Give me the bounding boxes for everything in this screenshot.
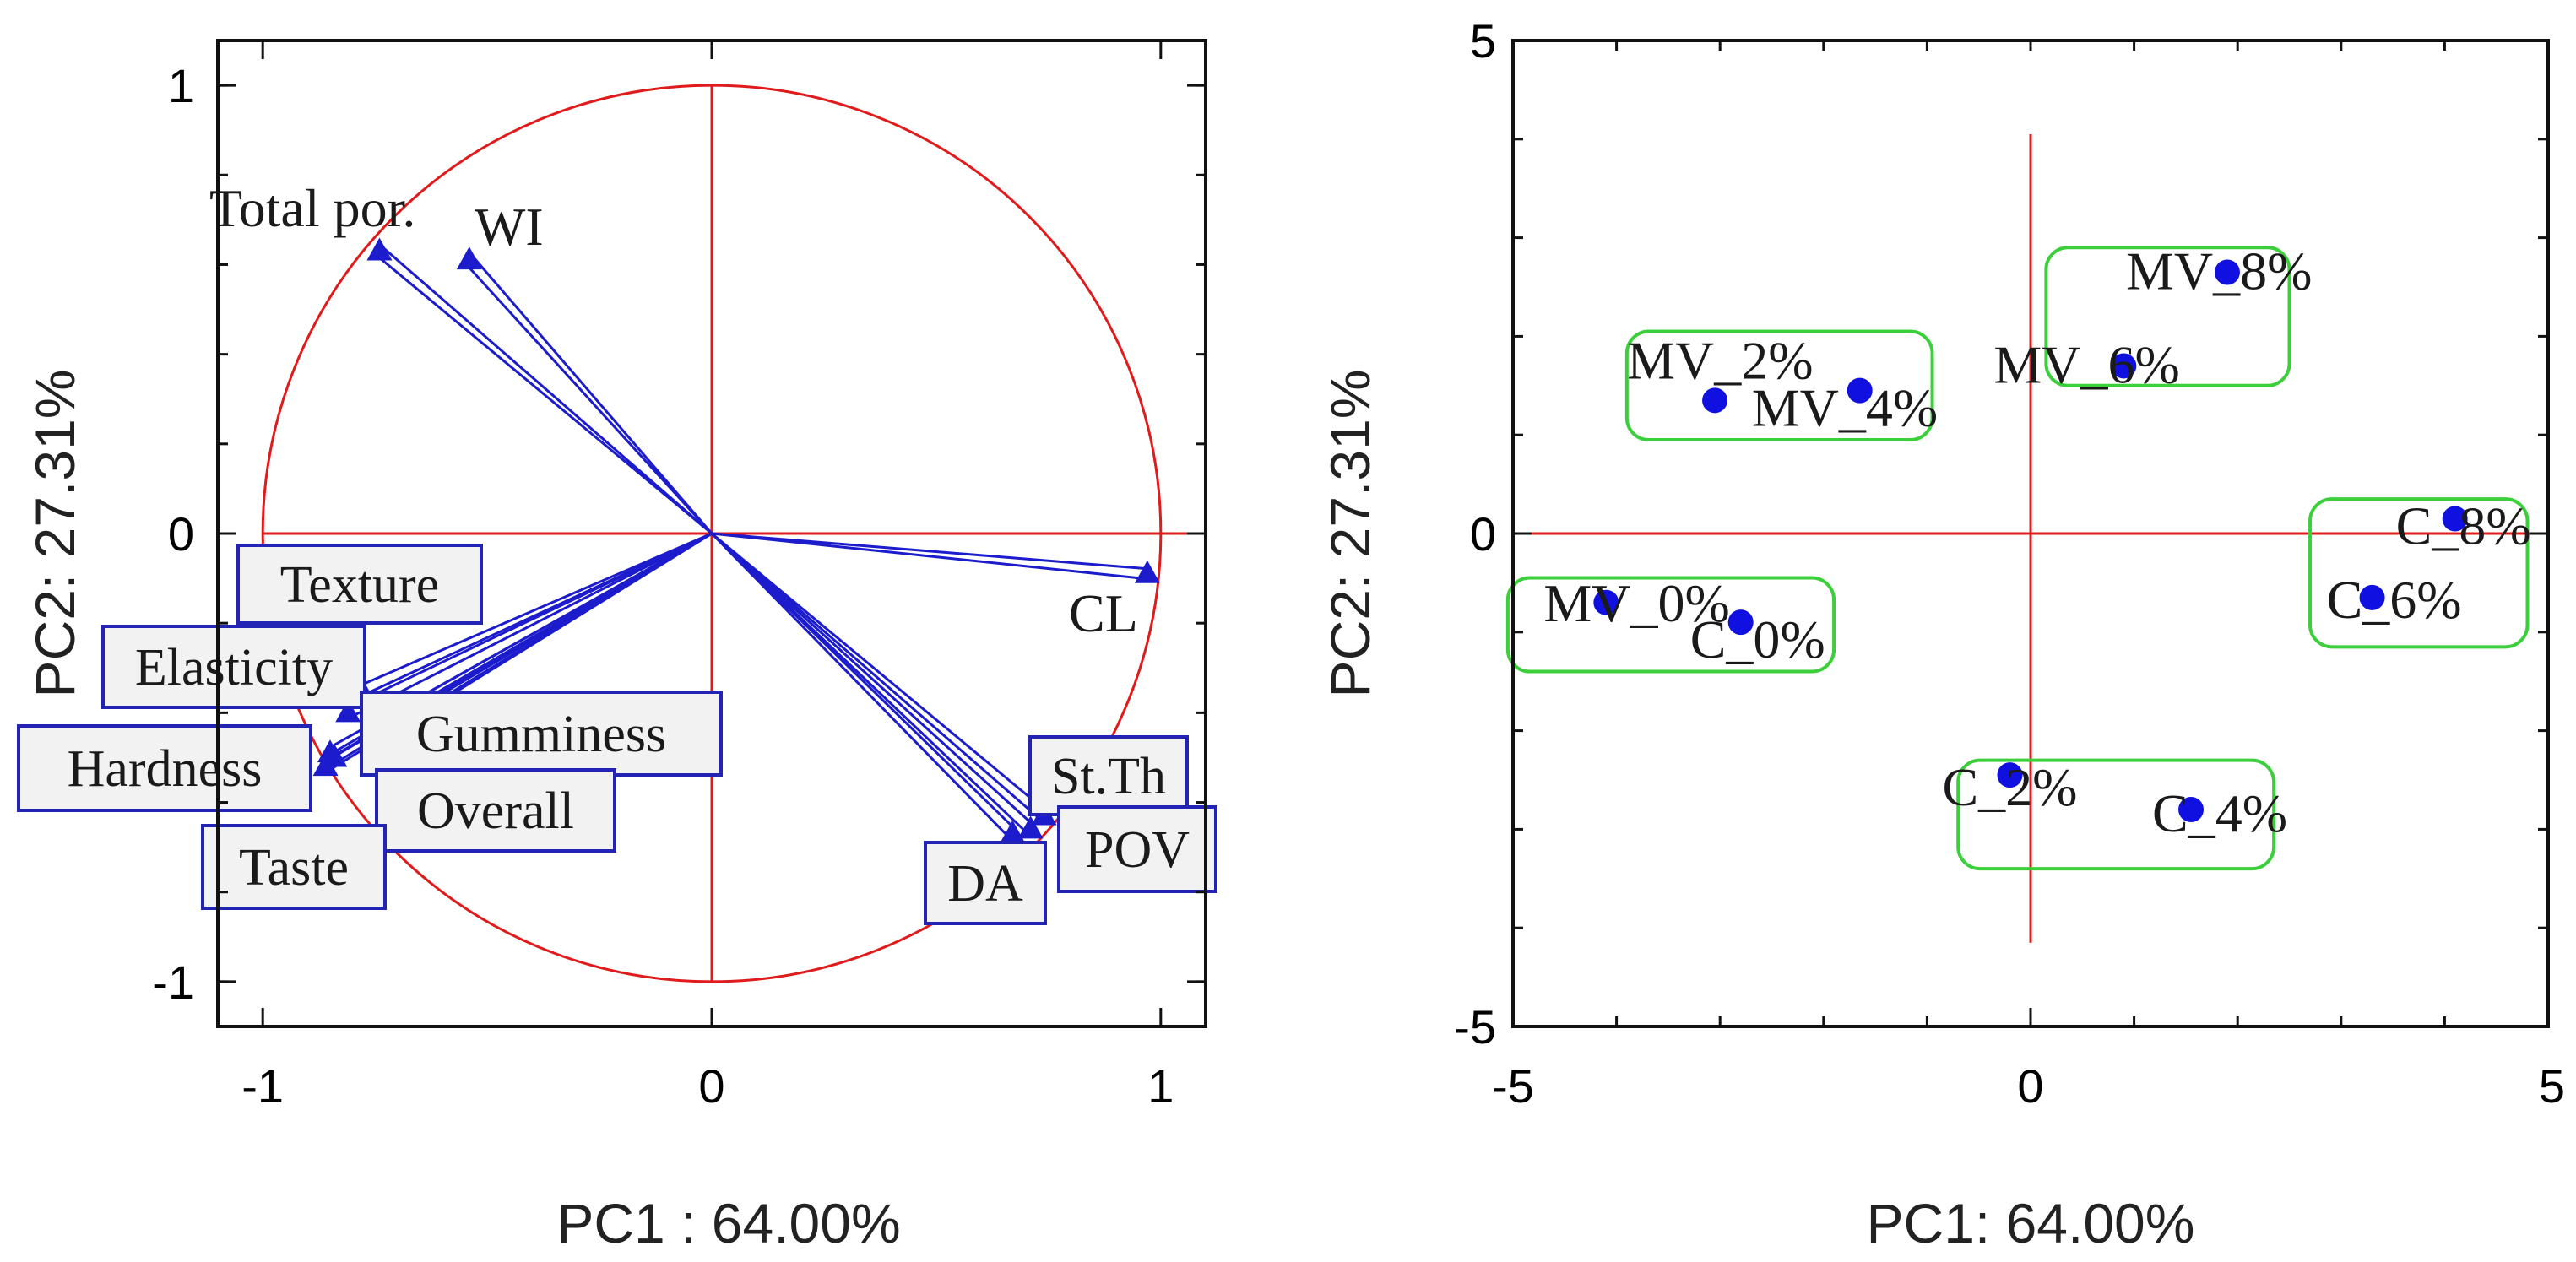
group-outline	[1956, 758, 2276, 871]
y-tick-label: 1	[168, 59, 194, 112]
loading-marker-taste	[312, 753, 339, 777]
score-point-mv-4	[1847, 377, 1873, 404]
score-label-c-6: C_6%	[2327, 570, 2462, 630]
score-point-c-0	[1727, 609, 1754, 636]
loading-label-total-por: Total por.	[209, 178, 415, 238]
loading-marker-wi	[456, 246, 482, 270]
group-outline	[1505, 576, 1836, 674]
loading-label-gumminess: Gumminess	[416, 706, 666, 763]
score-point-c-6	[2359, 584, 2385, 610]
label-box-elasticity	[101, 625, 366, 709]
loading-label-taste: Taste	[239, 839, 349, 896]
score-label-c-2: C_2%	[1942, 757, 2077, 817]
loading-label-elasticity: Elasticity	[135, 639, 333, 696]
loading-marker-cl	[1134, 560, 1160, 583]
group-outline	[2044, 246, 2291, 387]
label-box-taste	[201, 824, 387, 910]
loadings-plot: Total por. WI CL St.Th POV DA Texture Elasticit…	[17, 39, 1217, 1254]
loading-label-wi: WI	[475, 197, 544, 257]
loading-label-hardness: Hardness	[68, 740, 263, 798]
score-point-mv-6	[2111, 353, 2137, 379]
y-tick-label: -1	[152, 956, 194, 1009]
score-point-c-8	[2442, 506, 2468, 532]
x-tick-label: 5	[2539, 1059, 2565, 1113]
x-axis-title: PC1: 64.00%	[1867, 1192, 2195, 1254]
label-box-st-th	[1028, 735, 1189, 816]
loading-label-pov: POV	[1085, 821, 1190, 879]
y-tick-label: 0	[1470, 507, 1496, 561]
loading-marker-total-por	[366, 237, 393, 261]
label-box-gumminess	[360, 691, 723, 777]
loading-label-da: DA	[947, 855, 1023, 913]
loading-label-cl: CL	[1069, 583, 1138, 643]
x-tick-label: 0	[2017, 1059, 2043, 1113]
score-label-c-8: C_8%	[2396, 496, 2531, 555]
x-tick-label: 1	[1147, 1059, 1174, 1113]
score-label-mv-2: MV_2%	[1627, 330, 1813, 390]
x-tick-label: -1	[241, 1059, 284, 1113]
loading-label-st-th: St.Th	[1051, 748, 1166, 805]
y-axis-title: PC2: 27.31%	[24, 370, 86, 698]
score-label-c-4: C_4%	[2152, 783, 2287, 843]
scores-plot: MV_0%C_0% MV_2%MV_4% MV_6% MV_8% C_2% C_4% C_6…	[1319, 14, 2565, 1254]
loading-marker-da	[1000, 820, 1026, 843]
score-label-c-0: C_0%	[1690, 609, 1825, 669]
label-box-texture	[236, 544, 483, 625]
group-outline	[1624, 329, 1934, 442]
loading-label-texture: Texture	[280, 556, 439, 614]
y-tick-label: 5	[1470, 14, 1496, 68]
y-tick-label: 0	[168, 507, 194, 561]
score-point-mv-0	[1593, 589, 1619, 615]
loading-label-overall: Overall	[417, 783, 574, 840]
y-tick-label: -5	[1454, 1000, 1496, 1053]
x-axis-title: PC1 : 64.00%	[556, 1192, 900, 1254]
score-label-mv-8: MV_8%	[2126, 241, 2312, 301]
score-point-mv-2	[1702, 387, 1728, 414]
x-tick-label: -5	[1492, 1059, 1534, 1113]
score-point-c-4	[2178, 797, 2205, 823]
score-point-c-2	[1997, 762, 2023, 788]
loading-marker-pov	[1017, 815, 1044, 839]
label-box-overall	[375, 768, 616, 853]
x-tick-label: 0	[698, 1059, 724, 1113]
loading-marker-elasticity	[335, 699, 361, 723]
y-axis-title: PC2: 27.31%	[1319, 370, 1381, 698]
score-label-mv-6: MV_6%	[1993, 334, 2179, 394]
score-point-mv-8	[2214, 259, 2240, 285]
label-box-pov	[1057, 805, 1217, 893]
score-label-mv-4: MV_4%	[1752, 378, 1938, 438]
unit-circle	[261, 84, 1163, 983]
score-label-mv-0: MV_0%	[1543, 573, 1729, 633]
label-box-hardness	[17, 724, 312, 812]
label-box-da	[924, 841, 1047, 925]
group-outline	[2308, 497, 2530, 649]
